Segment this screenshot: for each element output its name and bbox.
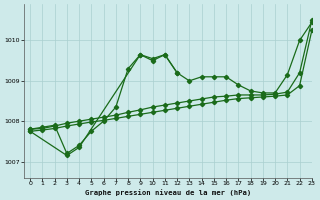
X-axis label: Graphe pression niveau de la mer (hPa): Graphe pression niveau de la mer (hPa) [85,189,251,196]
